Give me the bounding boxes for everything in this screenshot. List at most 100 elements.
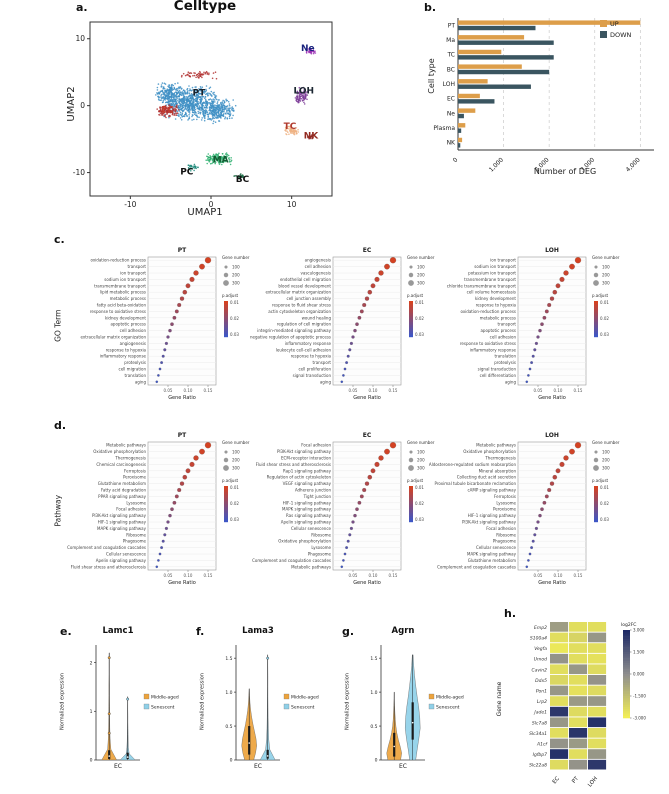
svg-text:Fluid shear stress and atheros: Fluid shear stress and atherosclerosis [256, 462, 331, 467]
svg-text:200: 200 [417, 273, 425, 278]
svg-text:BC: BC [236, 175, 250, 185]
svg-text:3.000: 3.000 [633, 628, 645, 633]
svg-text:10: 10 [75, 34, 85, 43]
panel-e-title: Lamc1 [102, 626, 134, 636]
svg-text:0.01: 0.01 [230, 300, 239, 305]
panel-b-x-axis-label: Number of DEG [533, 167, 597, 176]
svg-text:0.03: 0.03 [415, 332, 424, 337]
panel-e-y-axis-label: Normalized expression [59, 673, 66, 730]
svg-text:1.0: 1.0 [370, 690, 377, 696]
svg-text:Phagosome: Phagosome [308, 552, 332, 557]
svg-text:0.03: 0.03 [600, 332, 609, 337]
svg-text:0.10: 0.10 [554, 573, 563, 578]
svg-text:p.adjust: p.adjust [592, 478, 609, 483]
svg-text:apoptotic process: apoptotic process [480, 328, 516, 333]
svg-text:metabolic process: metabolic process [110, 296, 146, 301]
svg-text:extracellular matrix organizat: extracellular matrix organization [266, 290, 332, 295]
svg-text:kidney development: kidney development [105, 315, 146, 320]
svg-text:1.5: 1.5 [370, 656, 377, 662]
svg-text:proteolysis: proteolysis [124, 360, 146, 365]
svg-text:apoptotic process: apoptotic process [110, 322, 146, 327]
panel-h-label: h. [504, 607, 517, 620]
svg-text:-1.500: -1.500 [633, 694, 646, 699]
svg-text:PC: PC [180, 168, 194, 178]
svg-text:1.0: 1.0 [225, 690, 232, 696]
panel-d-y-axis-label: Pathway [53, 494, 63, 527]
svg-text:Metabolic pathways: Metabolic pathways [106, 443, 146, 448]
svg-text:wound healing: wound healing [302, 315, 332, 320]
svg-text:Glutathione metabolism: Glutathione metabolism [98, 481, 146, 486]
panel-a-x-axis-label: UMAP1 [187, 207, 223, 218]
svg-text:transport: transport [498, 322, 517, 327]
svg-text:angiogenesis: angiogenesis [305, 258, 331, 263]
svg-text:extracellular matrix organizat: extracellular matrix organization [81, 335, 147, 340]
svg-text:Ma: Ma [446, 37, 455, 44]
svg-text:Peroxisome: Peroxisome [123, 475, 147, 480]
svg-text:angiogenesis: angiogenesis [120, 341, 146, 346]
svg-text:0.10: 0.10 [369, 388, 378, 393]
svg-text:0.15: 0.15 [204, 388, 213, 393]
svg-text:Apelin signaling pathway: Apelin signaling pathway [281, 520, 332, 525]
svg-text:200: 200 [232, 273, 240, 278]
svg-text:0.02: 0.02 [415, 501, 424, 506]
umap-plot: -10 0 10 -10 0 10 PT EC LOH TC NK Ne MA BC PC [73, 21, 333, 209]
svg-text:100: 100 [602, 450, 610, 455]
svg-text:PPAR signaling pathway: PPAR signaling pathway [98, 494, 146, 499]
svg-text:metabolic process: metabolic process [480, 315, 516, 320]
svg-text:Middle-aged: Middle-aged [151, 694, 179, 700]
svg-text:0.05: 0.05 [349, 573, 358, 578]
svg-text:oxidation-reduction process: oxidation-reduction process [461, 309, 517, 314]
svg-text:100: 100 [232, 265, 240, 270]
svg-text:-10: -10 [73, 168, 85, 177]
svg-text:HIF-1 signaling pathway: HIF-1 signaling pathway [468, 513, 517, 518]
svg-text:cell differentiation: cell differentiation [480, 373, 517, 378]
svg-text:Slc34a1: Slc34a1 [529, 731, 547, 737]
panel-a-title: Celltype [173, 0, 237, 14]
svg-text:Thermogenesis: Thermogenesis [484, 456, 516, 461]
svg-text:Adherens junction: Adherens junction [295, 488, 332, 493]
svg-text:LOH: LOH [293, 87, 314, 97]
svg-text:sodium ion transport: sodium ion transport [474, 264, 516, 269]
panel-f-y-axis-label: Normalized expression [199, 673, 206, 730]
svg-text:response to fluid shear stress: response to fluid shear stress [272, 303, 331, 308]
svg-text:transport: transport [128, 264, 147, 269]
svg-text:Lysosome: Lysosome [311, 545, 331, 550]
svg-text:0.03: 0.03 [600, 517, 609, 522]
svg-text:PI3K-Akt signaling pathway: PI3K-Akt signaling pathway [92, 513, 147, 518]
svg-text:-10: -10 [124, 200, 136, 209]
svg-text:Gene Ratio: Gene Ratio [353, 580, 381, 586]
svg-text:Fluid shear stress and atheros: Fluid shear stress and atherosclerosis [71, 564, 146, 569]
svg-text:EC: EC [161, 105, 174, 115]
svg-text:regulation of cell migration: regulation of cell migration [277, 322, 332, 327]
svg-text:Oxidative phosphorylation: Oxidative phosphorylation [93, 449, 146, 454]
panel-c-y-axis-label: GO Term [53, 309, 63, 342]
svg-text:Umod: Umod [534, 657, 547, 663]
svg-text:cell volume homeostasis: cell volume homeostasis [467, 290, 516, 295]
svg-text:p.adjust: p.adjust [407, 478, 424, 483]
svg-text:Ddx5: Ddx5 [535, 678, 547, 684]
panel-c-label: c. [54, 233, 65, 246]
svg-text:response to oxidative stress: response to oxidative stress [460, 341, 516, 346]
svg-text:Apelin signaling pathway: Apelin signaling pathway [96, 558, 147, 563]
svg-text:0.15: 0.15 [574, 388, 583, 393]
svg-text:cell adhesion: cell adhesion [120, 328, 147, 333]
svg-text:VEGF signaling pathway: VEGF signaling pathway [283, 481, 332, 486]
svg-text:1.5: 1.5 [225, 656, 232, 662]
svg-text:Lysosome: Lysosome [496, 500, 516, 505]
svg-text:p.adjust: p.adjust [222, 478, 239, 483]
svg-text:0.10: 0.10 [184, 573, 193, 578]
svg-text:1: 1 [90, 709, 93, 715]
svg-text:Aldosterone-regulated sodium r: Aldosterone-regulated sodium reabsorptio… [429, 462, 517, 467]
svg-text:EC: EC [114, 763, 122, 770]
svg-text:10: 10 [287, 200, 297, 209]
svg-text:Focal adhesion: Focal adhesion [486, 526, 516, 531]
svg-text:EC: EC [447, 96, 455, 103]
svg-text:300: 300 [417, 466, 425, 471]
svg-text:Cellular senescence: Cellular senescence [476, 545, 517, 550]
svg-text:Gene Ratio: Gene Ratio [353, 395, 381, 401]
svg-text:0.02: 0.02 [230, 316, 239, 321]
svg-text:Glutathione metabolism: Glutathione metabolism [468, 558, 516, 563]
svg-text:0.03: 0.03 [230, 332, 239, 337]
